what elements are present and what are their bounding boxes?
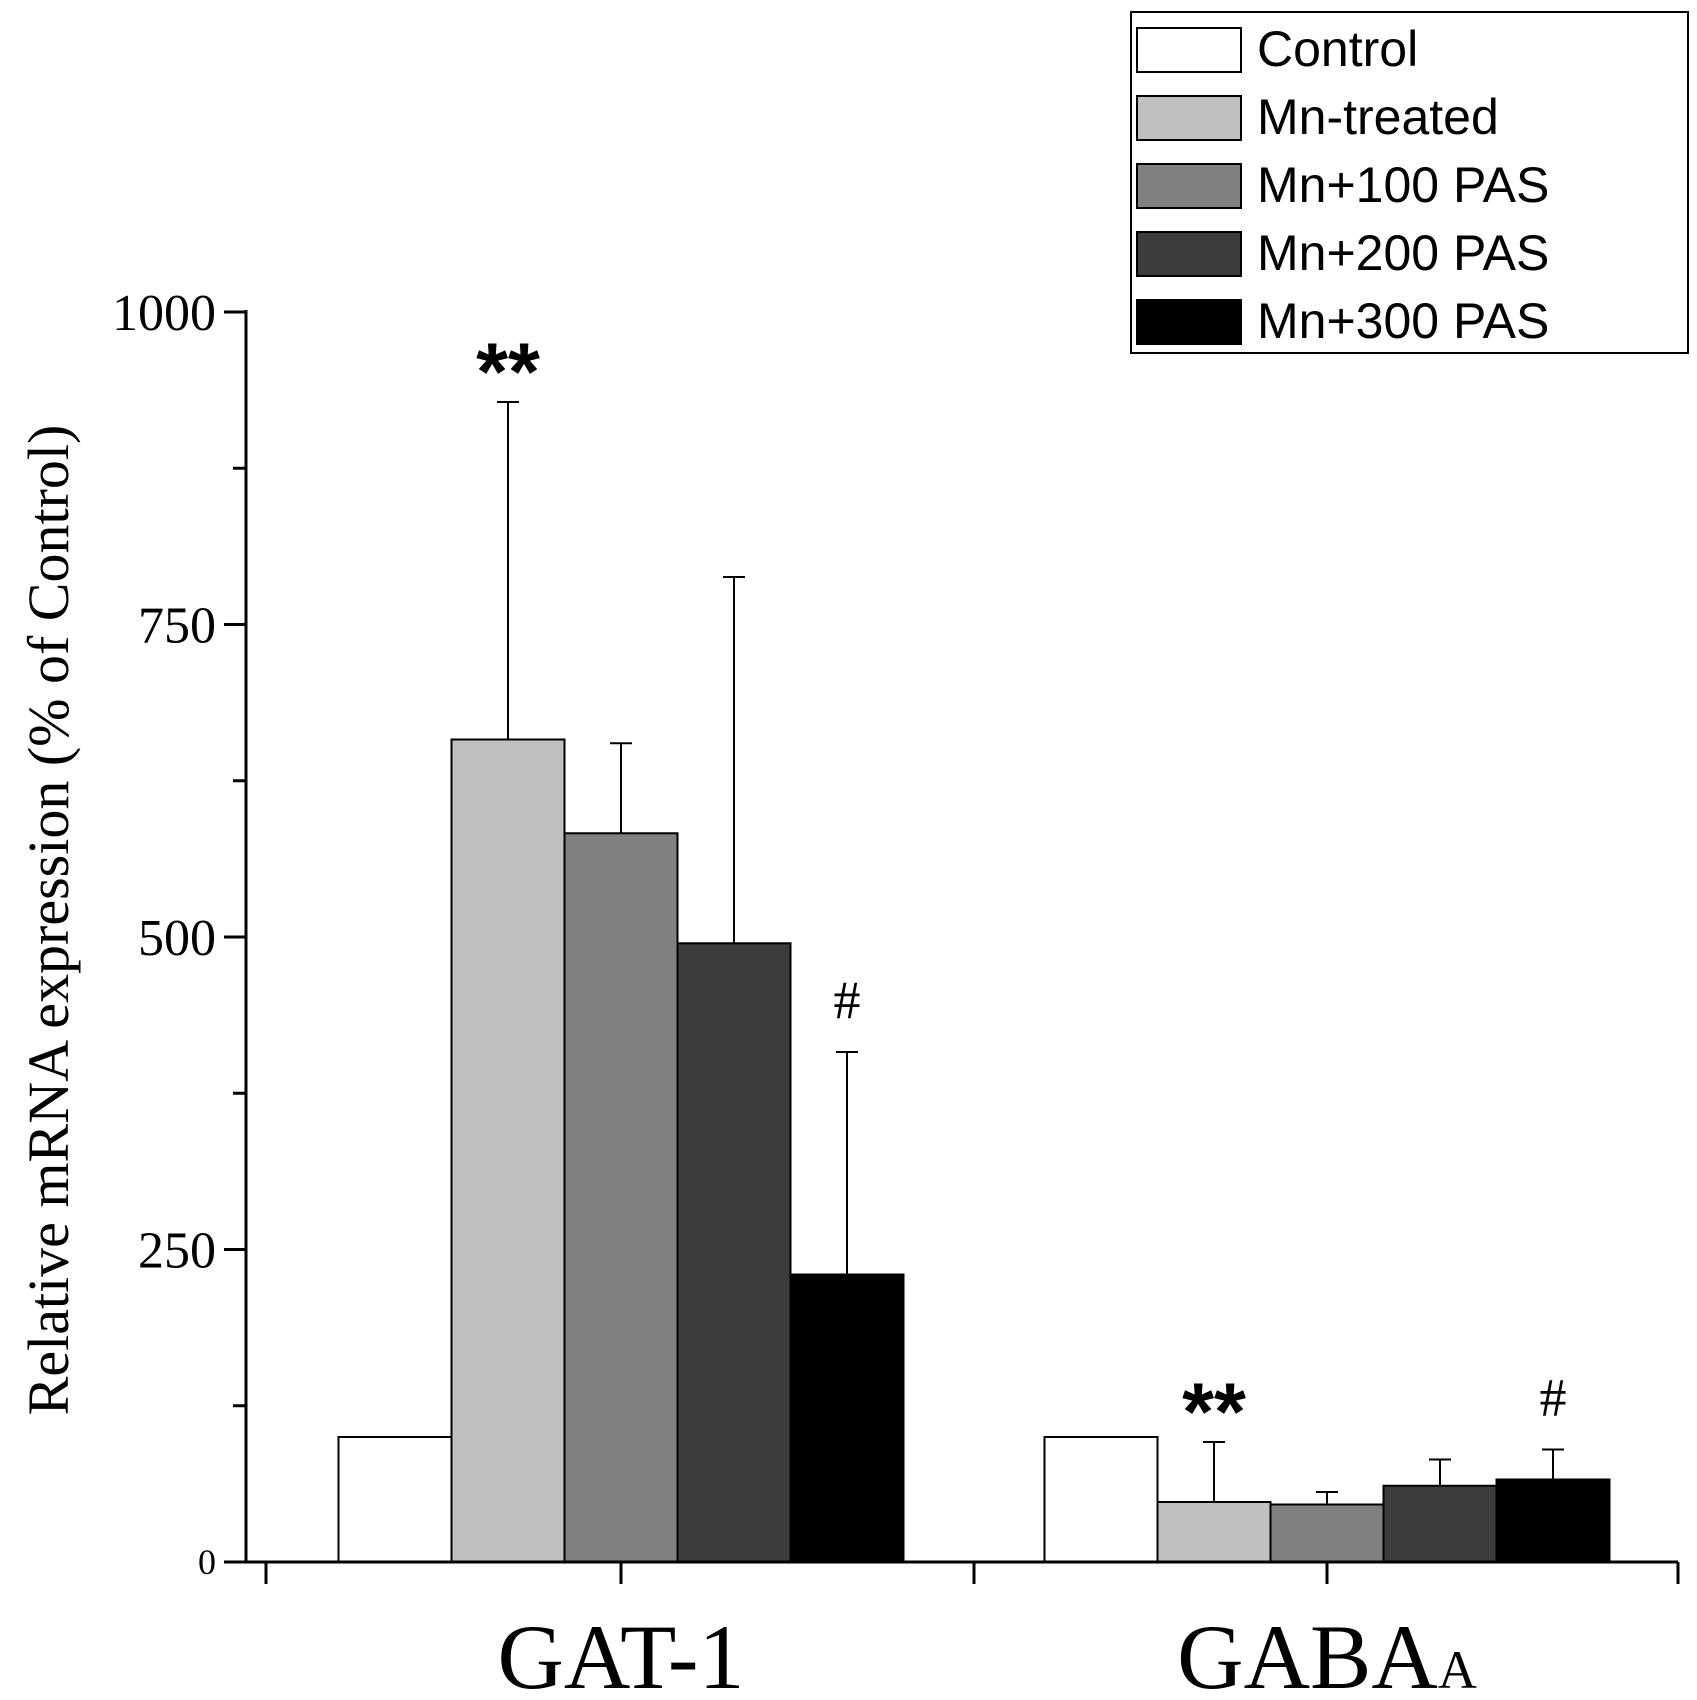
significance-hash: # bbox=[834, 970, 861, 1030]
legend-swatch bbox=[1136, 95, 1242, 141]
bar-mn-200-pas-gat-1 bbox=[676, 942, 792, 1563]
bar-mn-100-pas-gat-1 bbox=[563, 832, 679, 1563]
legend-swatch bbox=[1136, 299, 1242, 345]
bar-mn-200-pas-gaba bbox=[1382, 1484, 1498, 1563]
x-category-label: GAT-1 bbox=[497, 1606, 744, 1700]
bar-control-gaba bbox=[1043, 1436, 1159, 1563]
significance-hash: # bbox=[1540, 1368, 1567, 1428]
legend-label: Mn-treated bbox=[1257, 89, 1499, 145]
legend-label: Mn+200 PAS bbox=[1257, 225, 1549, 281]
significance-annotations: ** # ** # bbox=[476, 327, 1566, 1458]
y-tick-label: 0 bbox=[198, 1542, 216, 1582]
bar-mn-100-pas-gaba bbox=[1269, 1503, 1385, 1563]
significance-stars: ** bbox=[476, 327, 540, 418]
bar-mn-treated-gat-1 bbox=[450, 738, 566, 1563]
bar-mn-300-pas-gaba bbox=[1495, 1478, 1611, 1563]
bar-mn-300-pas-gat-1 bbox=[789, 1273, 905, 1563]
error-bars-layer bbox=[497, 401, 1564, 1505]
legend-label: Mn+300 PAS bbox=[1257, 293, 1549, 349]
y-tick-label: 500 bbox=[138, 910, 216, 967]
legend-label: Control bbox=[1257, 21, 1418, 77]
legend-label: Mn+100 PAS bbox=[1257, 157, 1549, 213]
y-tick-label: 750 bbox=[138, 598, 216, 655]
x-category-label: GABAA bbox=[1177, 1606, 1477, 1700]
legend-swatch bbox=[1136, 27, 1242, 73]
legend: Control Mn-treated Mn+100 PAS Mn+200 PAS Mn+… bbox=[1130, 11, 1689, 354]
bar-mn-treated-gaba bbox=[1156, 1501, 1272, 1563]
bar-control-gat-1 bbox=[337, 1436, 453, 1563]
y-tick-label: 250 bbox=[138, 1223, 216, 1280]
y-axis-label-group: Relative mRNA expression (% of Control) bbox=[16, 425, 81, 1416]
axes: 0 250 500 750 1000 GAT-1 GABAA bbox=[112, 285, 1680, 1700]
significance-stars: ** bbox=[1182, 1367, 1246, 1458]
x-category-subscript: A bbox=[1438, 1640, 1477, 1700]
y-tick-label: 1000 bbox=[112, 285, 216, 342]
bars-layer bbox=[337, 738, 1611, 1563]
y-axis-label: Relative mRNA expression (% of Control) bbox=[16, 425, 81, 1416]
legend-swatch bbox=[1136, 163, 1242, 209]
legend-swatch bbox=[1136, 231, 1242, 277]
